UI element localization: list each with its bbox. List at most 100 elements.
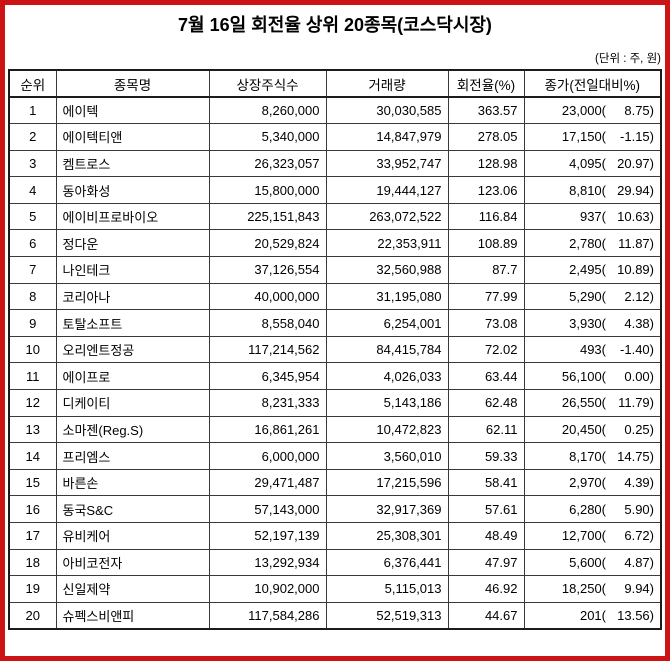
cell-listed-shares: 6,000,000: [208, 442, 327, 470]
change-percent: -1.40): [620, 342, 654, 358]
header-listed-shares: 상장주식수: [208, 69, 327, 98]
cell-close-price: 2,780(11.87): [523, 229, 662, 258]
page-title: 7월 16일 회전율 상위 20종목(코스닥시장): [178, 15, 492, 35]
cell-stock-name: 바른손: [55, 468, 210, 497]
table-row: 3 켐트로스 26,323,057 33,952,747 128.98 4,09…: [8, 149, 662, 178]
change-percent: 8.75): [624, 103, 654, 119]
cell-close-price: 2,970(4.39): [523, 468, 662, 497]
cell-listed-shares: 10,902,000: [208, 575, 327, 603]
cell-turnover-rate: 62.11: [447, 415, 525, 444]
cell-rank: 13: [8, 415, 57, 444]
cell-stock-name: 에이텍티앤: [55, 123, 210, 151]
close-value: 26,550(: [561, 395, 606, 411]
cell-turnover-rate: 73.08: [447, 309, 525, 337]
cell-volume: 31,195,080: [325, 282, 449, 311]
cell-listed-shares: 37,126,554: [208, 256, 327, 284]
cell-stock-name: 오리엔트정공: [55, 335, 210, 364]
cell-listed-shares: 20,529,824: [208, 229, 327, 258]
cell-turnover-rate: 46.92: [447, 575, 525, 603]
change-percent: 11.79): [618, 395, 654, 411]
close-value: 8,170(: [569, 448, 606, 464]
cell-turnover-rate: 116.84: [447, 202, 525, 231]
close-value: 2,970(: [569, 475, 606, 491]
cell-turnover-rate: 72.02: [447, 335, 525, 364]
change-percent: 5.90): [624, 501, 654, 517]
cell-stock-name: 나인테크: [55, 256, 210, 284]
table-row: 13 소마젠(Reg.S) 16,861,261 10,472,823 62.1…: [8, 415, 662, 444]
change-percent: 13.56): [617, 607, 654, 623]
cell-volume: 4,026,033: [325, 362, 449, 391]
cell-close-price: 493(-1.40): [523, 335, 662, 364]
cell-stock-name: 소마젠(Reg.S): [55, 415, 210, 444]
cell-listed-shares: 15,800,000: [208, 176, 327, 204]
cell-turnover-rate: 278.05: [447, 123, 525, 151]
cell-close-price: 56,100( 0.00): [523, 362, 662, 391]
cell-volume: 17,215,596: [325, 468, 449, 497]
cell-rank: 5: [8, 202, 57, 231]
cell-turnover-rate: 77.99: [447, 282, 525, 311]
cell-listed-shares: 8,231,333: [208, 389, 327, 417]
cell-listed-shares: 8,260,000: [208, 96, 327, 125]
cell-stock-name: 슈펙스비앤피: [55, 601, 210, 630]
cell-rank: 16: [8, 495, 57, 523]
cell-close-price: 2,495(10.89): [523, 256, 662, 284]
stock-table: 순위 종목명 상장주식수 거래량 회전율(%) 종가(전일대비%) 1 에이텍 …: [8, 69, 662, 630]
cell-volume: 10,472,823: [325, 415, 449, 444]
cell-rank: 18: [8, 548, 57, 577]
cell-close-price: 23,000(8.75): [523, 96, 662, 125]
cell-volume: 19,444,127: [325, 176, 449, 204]
cell-stock-name: 디케이티: [55, 389, 210, 417]
cell-close-price: 8,810(29.94): [523, 176, 662, 204]
change-percent: 9.94): [624, 581, 654, 597]
table-row: 11 에이프로 6,345,954 4,026,033 63.44 56,100…: [8, 362, 662, 391]
cell-stock-name: 켐트로스: [55, 149, 210, 178]
cell-close-price: 5,290(2.12): [523, 282, 662, 311]
close-value: 18,250(: [561, 581, 606, 597]
cell-close-price: 26,550( 11.79): [523, 389, 662, 417]
table-body: 1 에이텍 8,260,000 30,030,585 363.57 23,000…: [8, 96, 662, 630]
cell-close-price: 201(13.56): [523, 601, 662, 630]
cell-listed-shares: 117,214,562: [208, 335, 327, 364]
cell-rank: 4: [8, 176, 57, 204]
table-row: 10 오리엔트정공 117,214,562 84,415,784 72.02 4…: [8, 335, 662, 364]
cell-volume: 5,143,186: [325, 389, 449, 417]
cell-close-price: 5,600( 4.87): [523, 548, 662, 577]
cell-turnover-rate: 123.06: [447, 176, 525, 204]
table-row: 19 신일제약 10,902,000 5,115,013 46.92 18,25…: [8, 575, 662, 603]
cell-listed-shares: 13,292,934: [208, 548, 327, 577]
cell-stock-name: 유비케어: [55, 522, 210, 550]
close-value: 5,600(: [569, 554, 606, 570]
close-value: 2,780(: [569, 235, 606, 251]
cell-turnover-rate: 128.98: [447, 149, 525, 178]
table-row: 15 바른손 29,471,487 17,215,596 58.41 2,970…: [8, 468, 662, 497]
close-value: 17,150(: [561, 129, 606, 145]
cell-close-price: 18,250( 9.94): [523, 575, 662, 603]
header-rank: 순위: [8, 69, 57, 98]
change-percent: 14.75): [617, 448, 654, 464]
cell-turnover-rate: 62.48: [447, 389, 525, 417]
cell-close-price: 937(10.63): [523, 202, 662, 231]
change-percent: 10.63): [617, 209, 654, 225]
cell-listed-shares: 8,558,040: [208, 309, 327, 337]
change-percent: 0.00): [624, 368, 654, 384]
header-turnover-rate: 회전율(%): [447, 69, 525, 98]
cell-turnover-rate: 59.33: [447, 442, 525, 470]
close-value: 20,450(: [561, 421, 606, 437]
cell-close-price: 20,450( 0.25): [523, 415, 662, 444]
cell-turnover-rate: 58.41: [447, 468, 525, 497]
cell-close-price: 4,095(20.97): [523, 149, 662, 178]
change-percent: 4.87): [624, 554, 654, 570]
cell-rank: 3: [8, 149, 57, 178]
cell-turnover-rate: 57.61: [447, 495, 525, 523]
cell-listed-shares: 52,197,139: [208, 522, 327, 550]
cell-stock-name: 신일제약: [55, 575, 210, 603]
cell-volume: 263,072,522: [325, 202, 449, 231]
cell-rank: 7: [8, 256, 57, 284]
cell-listed-shares: 29,471,487: [208, 468, 327, 497]
cell-rank: 14: [8, 442, 57, 470]
change-percent: 0.25): [624, 421, 654, 437]
cell-turnover-rate: 48.49: [447, 522, 525, 550]
cell-listed-shares: 57,143,000: [208, 495, 327, 523]
cell-volume: 32,917,369: [325, 495, 449, 523]
close-value: 56,100(: [561, 368, 606, 384]
